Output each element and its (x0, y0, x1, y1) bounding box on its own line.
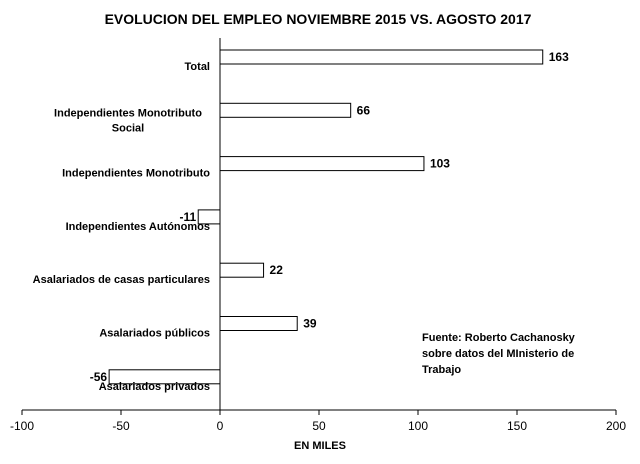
category-label-0: Total (185, 61, 210, 73)
bar-1 (219, 102, 352, 118)
category-label-5: Asalariados públicos (99, 328, 210, 340)
category-label-3: Independientes Autónomos (66, 221, 210, 233)
data-label-5: 39 (303, 317, 317, 331)
x-tick-label-2: 0 (217, 419, 224, 433)
annotation-line-1: sobre datos del MInisterio de (422, 348, 574, 360)
category-label-1-line-0: Independientes Monotributo (54, 107, 202, 119)
x-axis-label: EN MILES (294, 440, 346, 452)
bar-4 (219, 262, 265, 278)
category-label-4: Asalariados de casas particulares (33, 274, 210, 286)
data-label-0: 163 (549, 50, 569, 64)
data-label-4: 22 (270, 263, 284, 277)
x-axis: -100 -50 0 50 100 150 200 (10, 38, 626, 433)
x-tick-label-5: 150 (507, 419, 527, 433)
category-label-6: Asalariados privados (99, 381, 210, 393)
bar-5 (219, 316, 298, 331)
data-label-3: -11 (180, 210, 197, 224)
source-annotation: Fuente: Roberto Cachanosky sobre datos de… (422, 332, 576, 376)
x-tick-label-0: -100 (10, 419, 34, 433)
x-tick-label-4: 100 (408, 419, 428, 433)
category-label-1-line-1: Social (112, 122, 144, 134)
x-tick-label-6: 200 (606, 419, 626, 433)
category-label-2: Independientes Monotributo (62, 168, 210, 180)
bar-0 (219, 49, 544, 65)
annotation-line-2: Trabajo (422, 364, 461, 376)
x-tick-label-3: 50 (312, 419, 326, 433)
data-label-6: -56 (90, 370, 108, 384)
data-label-1: 66 (357, 103, 371, 117)
data-label-2: 103 (430, 157, 450, 171)
annotation-line-0: Fuente: Roberto Cachanosky (422, 332, 576, 344)
bar-2 (219, 156, 425, 172)
x-tick-label-1: -50 (112, 419, 130, 433)
chart-title: EVOLUCION DEL EMPLEO NOVIEMBRE 2015 VS. … (105, 11, 532, 27)
